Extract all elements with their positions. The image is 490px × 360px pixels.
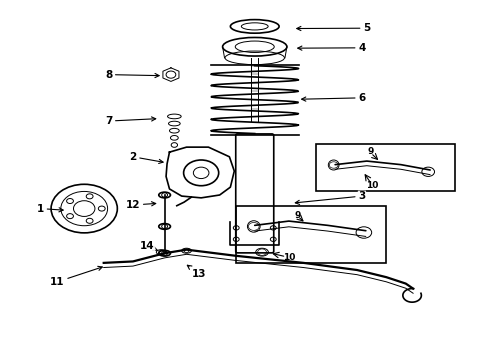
Text: 6: 6 — [302, 93, 366, 103]
Text: 1: 1 — [37, 203, 63, 213]
Text: 10: 10 — [367, 181, 379, 190]
Text: 5: 5 — [297, 23, 370, 33]
Text: 7: 7 — [105, 116, 156, 126]
Bar — [316, 144, 455, 191]
Text: 14: 14 — [140, 241, 158, 251]
Text: 3: 3 — [295, 191, 366, 204]
Text: 8: 8 — [105, 69, 159, 80]
Text: 2: 2 — [129, 152, 163, 163]
Text: 4: 4 — [298, 43, 366, 53]
Text: 11: 11 — [50, 266, 102, 287]
Text: 10: 10 — [283, 253, 295, 262]
Text: 9: 9 — [368, 147, 374, 156]
Bar — [236, 206, 386, 263]
Text: 12: 12 — [126, 200, 156, 210]
Text: 9: 9 — [294, 211, 301, 220]
Text: 13: 13 — [187, 265, 206, 279]
